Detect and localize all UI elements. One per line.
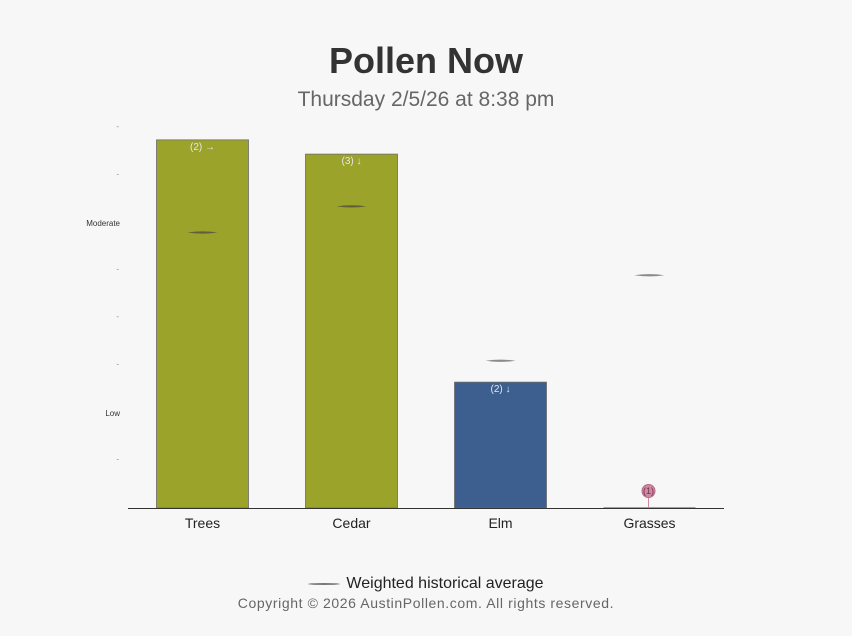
bar-label-cedar: (3) ↓ bbox=[342, 156, 362, 167]
average-marker-elm bbox=[485, 359, 516, 362]
bar-label-trees: (2) → bbox=[190, 142, 215, 153]
bar-cedar bbox=[305, 153, 398, 509]
average-marker-grasses bbox=[634, 274, 665, 277]
chart-subtitle: Thursday 2/5/26 at 8:38 pm bbox=[297, 88, 555, 111]
bar-label-grasses: (1) bbox=[643, 486, 654, 496]
bar-marker-grasses bbox=[641, 484, 656, 498]
y-ticks: - - - - - - Low Moderate bbox=[86, 122, 120, 464]
average-markers bbox=[187, 205, 665, 362]
copyright: Copyright © 2026 AustinPollen.com. All r… bbox=[237, 595, 615, 611]
x-tick-label-trees: Trees bbox=[185, 515, 220, 531]
bar-elm bbox=[454, 381, 547, 509]
bar-label-elm: (2) ↓ bbox=[491, 384, 511, 395]
legend-swatch-icon bbox=[308, 582, 341, 585]
y-tick-label-low: Low bbox=[105, 409, 120, 418]
y-tick-label-moderate: Moderate bbox=[86, 219, 120, 228]
x-tick-label-elm: Elm bbox=[488, 515, 512, 531]
chart-title: Pollen Now bbox=[328, 40, 523, 81]
y-minor-tick-3: - bbox=[116, 265, 119, 274]
average-marker-cedar bbox=[336, 205, 367, 208]
y-minor-tick-5: - bbox=[116, 122, 119, 131]
average-marker-trees bbox=[187, 231, 218, 234]
bars: (2) → (3) ↓ (2) ↓ (1) bbox=[156, 139, 696, 509]
y-minor-tick-1: - bbox=[116, 360, 119, 369]
y-minor-tick-4: - bbox=[116, 170, 119, 179]
legend: Weighted historical average bbox=[0, 575, 852, 593]
y-minor-tick-0: - bbox=[116, 455, 119, 464]
y-minor-tick-2: - bbox=[116, 312, 119, 321]
x-tick-label-grasses: Grasses bbox=[623, 515, 675, 531]
x-tick-label-cedar: Cedar bbox=[332, 515, 370, 531]
bar-trees bbox=[156, 139, 249, 509]
legend-label: Weighted historical average bbox=[346, 575, 544, 592]
x-tick-labels: Trees Cedar Elm Grasses bbox=[185, 515, 676, 531]
